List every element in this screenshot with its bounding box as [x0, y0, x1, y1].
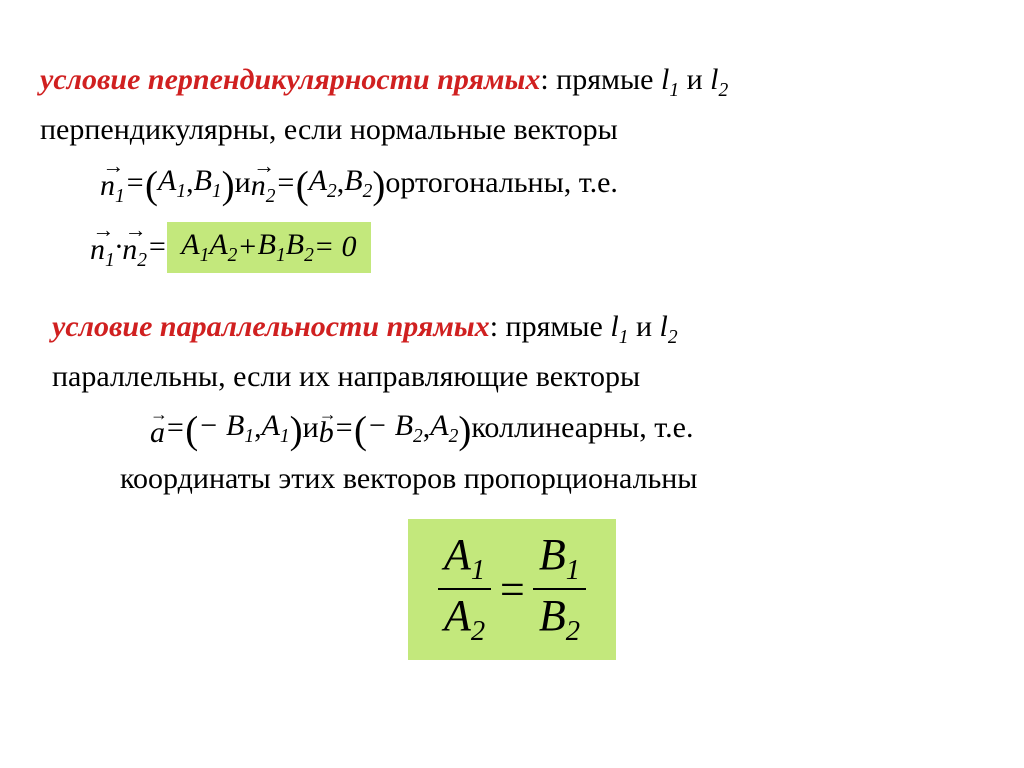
par-text1: : прямые — [490, 310, 611, 343]
perp-dotproduct-row: → n1 · → n2 = A1A2 + B1B2 = 0 — [90, 222, 984, 273]
arrow-icon: → — [319, 404, 334, 425]
A1: A1 — [158, 164, 186, 203]
arrow-icon: → — [150, 404, 165, 425]
slide: условие перпендикулярности прямых: прямы… — [0, 0, 1024, 768]
n1-vector: → n1 — [100, 159, 125, 208]
perp-conn: и — [235, 166, 251, 200]
lparen: ( — [145, 163, 158, 208]
rparen: ) — [372, 163, 385, 208]
nB1: − B1 — [198, 409, 254, 448]
spacer — [40, 281, 984, 307]
perp-line1: условие перпендикулярности прямых: прямы… — [40, 60, 984, 104]
par-line3: координаты этих векторов пропорциональны — [120, 459, 984, 500]
arrow-icon: → — [122, 217, 147, 243]
perp-line2: перпендикулярны, если нормальные векторы — [40, 110, 984, 151]
perp-and1: и — [679, 63, 710, 96]
comma: , — [254, 411, 262, 445]
par-after: коллинеарны, т.е. — [471, 411, 693, 445]
par-vectors-def: → a = ( − B1 , A1 ) и → b = ( − B2 , A2 … — [150, 406, 984, 451]
par-and1: и — [628, 310, 659, 343]
A1p: A1 — [262, 409, 290, 448]
a-vector: → a — [150, 406, 165, 450]
nB2: − B2 — [367, 409, 423, 448]
B2: B2 — [344, 164, 372, 203]
A1A2: A1A2 — [181, 228, 237, 267]
rparen: ) — [290, 408, 303, 453]
comma: , — [337, 166, 345, 200]
comma: , — [186, 166, 194, 200]
par-line2: параллельны, если их направляющие вектор… — [52, 357, 984, 398]
perp-text1: : прямые — [540, 63, 661, 96]
frac-B: B1 B2 — [527, 529, 592, 650]
eq-sign: = — [147, 230, 167, 264]
par-fraction-row: A1 A2 = B1 B2 — [40, 519, 984, 660]
par-line1: условие параллельности прямых: прямые l1… — [52, 307, 984, 351]
perp-l2: l2 — [710, 63, 728, 96]
lparen: ( — [296, 163, 309, 208]
perp-after: ортогональны, т.е. — [385, 166, 618, 200]
arrow-icon: → — [100, 153, 125, 179]
n2-vector: → n2 — [251, 159, 276, 208]
eq-sign: = — [275, 166, 295, 200]
par-l1: l1 — [610, 310, 628, 343]
B1B2: B1B2 — [258, 228, 314, 267]
A2: A2 — [309, 164, 337, 203]
plus-op: + — [237, 230, 257, 264]
eq-sign: = — [334, 411, 354, 445]
rparen: ) — [458, 408, 471, 453]
arrow-icon: → — [90, 217, 115, 243]
eq-sign: = — [497, 564, 527, 615]
lparen: ( — [185, 408, 198, 453]
eq-zero: = 0 — [314, 230, 357, 264]
perp-highlight-formula: A1A2 + B1B2 = 0 — [167, 222, 370, 273]
B1: B1 — [194, 164, 222, 203]
n2-vector: → n2 — [122, 223, 147, 272]
par-l2: l2 — [660, 310, 678, 343]
arrow-icon: → — [251, 153, 276, 179]
perp-vectors-def: → n1 = ( A1 , B1 ) и → n2 = ( A2 , B2 ) … — [100, 159, 984, 208]
A2p: A2 — [430, 409, 458, 448]
par-highlight-formula: A1 A2 = B1 B2 — [408, 519, 616, 660]
rparen: ) — [222, 163, 235, 208]
perp-l1: l1 — [661, 63, 679, 96]
eq-sign: = — [165, 411, 185, 445]
frac-A: A1 A2 — [432, 529, 497, 650]
lparen: ( — [354, 408, 367, 453]
n1-vector: → n1 — [90, 223, 115, 272]
perp-heading: условие перпендикулярности прямых — [40, 63, 540, 96]
par-conn: и — [303, 411, 319, 445]
dot-op: · — [115, 230, 123, 264]
eq-sign: = — [125, 166, 145, 200]
par-heading: условие параллельности прямых — [52, 310, 490, 343]
b-vector: → b — [319, 406, 334, 450]
